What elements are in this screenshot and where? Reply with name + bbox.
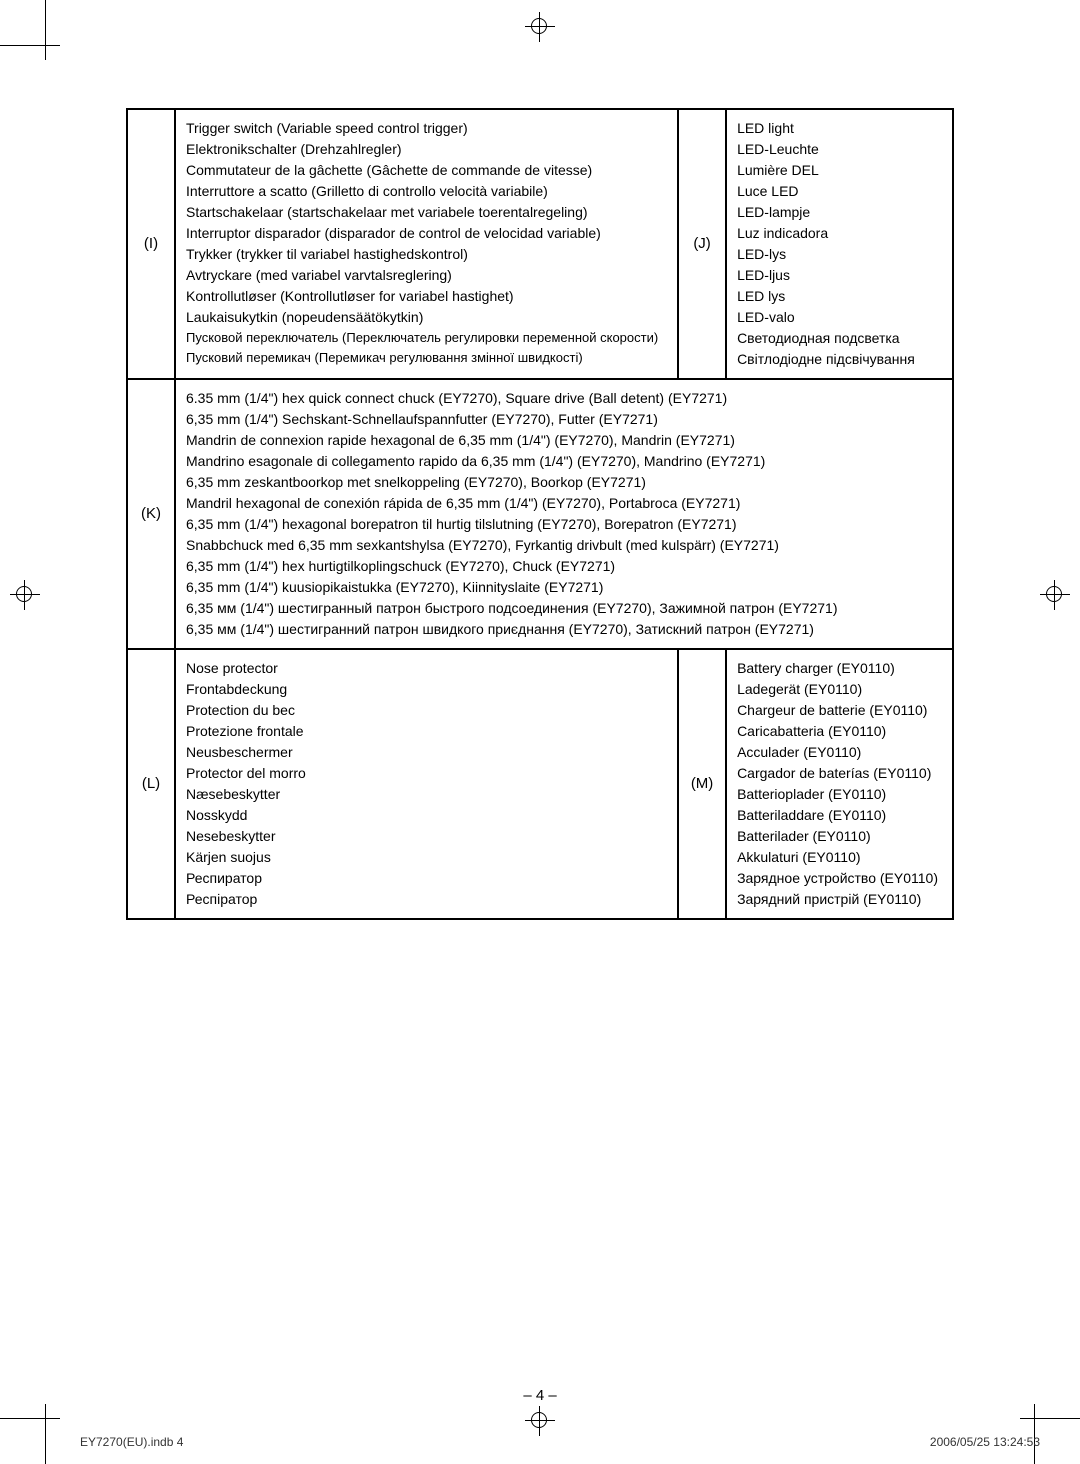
- text-line: Batteriladdare (EY0110): [737, 805, 942, 826]
- row-label-l: (L): [127, 649, 175, 919]
- text-line: 6,35 mm (1/4") hex hurtigtilkoplingschuc…: [186, 556, 942, 577]
- footer-timestamp: 2006/05/25 13:24:53: [930, 1435, 1040, 1449]
- text-line: Trykker (trykker til variabel hastigheds…: [186, 244, 667, 265]
- row-content-m: Battery charger (EY0110) Ladegerät (EY01…: [726, 649, 953, 919]
- text-line: Interruptor disparador (disparador de co…: [186, 223, 667, 244]
- text-line: LED-lampje: [737, 202, 942, 223]
- row-label-k: (K): [127, 379, 175, 649]
- row-content-l: Nose protector Frontabdeckung Protection…: [175, 649, 678, 919]
- text-line: LED-lys: [737, 244, 942, 265]
- text-line: Nesebeskytter: [186, 826, 667, 847]
- row-label-i: (I): [127, 109, 175, 379]
- text-line: 6,35 mm zeskantboorkop met snelkoppeling…: [186, 472, 942, 493]
- text-line: Luz indicadora: [737, 223, 942, 244]
- row-content-i: Trigger switch (Variable speed control t…: [175, 109, 678, 379]
- text-line: LED-Leuchte: [737, 139, 942, 160]
- text-line: 6,35 mm (1/4") kuusiopikaistukka (EY7270…: [186, 577, 942, 598]
- text-line: Mandrino esagonale di collegamento rapid…: [186, 451, 942, 472]
- text-line: Neusbeschermer: [186, 742, 667, 763]
- text-line: Batterioplader (EY0110): [737, 784, 942, 805]
- row-label-j: (J): [678, 109, 726, 379]
- text-line: 6,35 mm (1/4") Sechskant-Schnellaufspann…: [186, 409, 942, 430]
- text-line: Frontabdeckung: [186, 679, 667, 700]
- text-line: Battery charger (EY0110): [737, 658, 942, 679]
- text-line: Startschakelaar (startschakelaar met var…: [186, 202, 667, 223]
- footer-filename: EY7270(EU).indb 4: [80, 1435, 183, 1449]
- text-line: Protector del morro: [186, 763, 667, 784]
- text-line: Acculader (EY0110): [737, 742, 942, 763]
- text-line: LED light: [737, 118, 942, 139]
- row-content-j: LED light LED-Leuchte Lumière DEL Luce L…: [726, 109, 953, 379]
- text-line: Ladegerät (EY0110): [737, 679, 942, 700]
- text-line: Lumière DEL: [737, 160, 942, 181]
- text-line: Респиратор: [186, 868, 667, 889]
- text-line: Nose protector: [186, 658, 667, 679]
- text-line: Світлодіодне підсвічування: [737, 349, 942, 370]
- text-line: Пусковий перемикач (Перемикач регулюванн…: [186, 348, 667, 368]
- text-line: Caricabatteria (EY0110): [737, 721, 942, 742]
- text-line: Akkulaturi (EY0110): [737, 847, 942, 868]
- text-line: Avtryckare (med variabel varvtalsregleri…: [186, 265, 667, 286]
- text-line: Chargeur de batterie (EY0110): [737, 700, 942, 721]
- page-content: (I) Trigger switch (Variable speed contr…: [0, 0, 1080, 1464]
- text-line: Респіратор: [186, 889, 667, 910]
- parts-table: (I) Trigger switch (Variable speed contr…: [126, 108, 954, 920]
- text-line: LED lys: [737, 286, 942, 307]
- text-line: Зарядное устройство (EY0110): [737, 868, 942, 889]
- text-line: Kärjen suojus: [186, 847, 667, 868]
- text-line: Mandrin de connexion rapide hexagonal de…: [186, 430, 942, 451]
- row-label-m: (M): [678, 649, 726, 919]
- text-line: Næsebeskytter: [186, 784, 667, 805]
- text-line: Luce LED: [737, 181, 942, 202]
- text-line: Laukaisukytkin (nopeudensäätökytkin): [186, 307, 667, 328]
- text-line: Interruttore a scatto (Grilletto di cont…: [186, 181, 667, 202]
- text-line: 6,35 mm (1/4") hexagonal borepatron til …: [186, 514, 942, 535]
- row-content-k: 6.35 mm (1/4") hex quick connect chuck (…: [175, 379, 953, 649]
- text-line: LED-ljus: [737, 265, 942, 286]
- page-number: – 4 –: [0, 1387, 1080, 1404]
- text-line: Mandril hexagonal de conexión rápida de …: [186, 493, 942, 514]
- text-line: Светодиодная подсветка: [737, 328, 942, 349]
- text-line: Snabbchuck med 6,35 mm sexkantshylsa (EY…: [186, 535, 942, 556]
- text-line: 6.35 mm (1/4") hex quick connect chuck (…: [186, 388, 942, 409]
- text-line: 6,35 мм (1/4") шестигранний патрон швидк…: [186, 619, 942, 640]
- text-line: 6,35 мм (1/4") шестигранный патрон быстр…: [186, 598, 942, 619]
- text-line: Protezione frontale: [186, 721, 667, 742]
- text-line: Зарядний пристрій (EY0110): [737, 889, 942, 910]
- text-line: Nosskydd: [186, 805, 667, 826]
- text-line: Kontrollutløser (Kontrollutløser for var…: [186, 286, 667, 307]
- text-line: Trigger switch (Variable speed control t…: [186, 118, 667, 139]
- text-line: LED-valo: [737, 307, 942, 328]
- text-line: Commutateur de la gâchette (Gâchette de …: [186, 160, 667, 181]
- text-line: Batterilader (EY0110): [737, 826, 942, 847]
- text-line: Пусковой переключатель (Переключатель ре…: [186, 328, 667, 348]
- text-line: Elektronikschalter (Drehzahlregler): [186, 139, 667, 160]
- text-line: Cargador de baterías (EY0110): [737, 763, 942, 784]
- text-line: Protection du bec: [186, 700, 667, 721]
